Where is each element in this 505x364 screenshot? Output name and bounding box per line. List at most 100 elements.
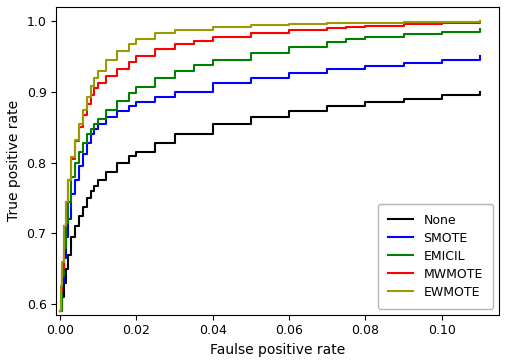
SMOTE bbox=[438, 58, 444, 62]
MWMOTE bbox=[57, 309, 63, 313]
X-axis label: Faulse positive rate: Faulse positive rate bbox=[210, 343, 344, 357]
EMICIL bbox=[68, 175, 74, 179]
EMICIL bbox=[80, 141, 86, 145]
MWMOTE bbox=[362, 24, 368, 28]
None bbox=[362, 100, 368, 105]
Line: EMICIL: EMICIL bbox=[60, 29, 479, 311]
EWMOTE bbox=[72, 138, 78, 142]
EMICIL bbox=[362, 35, 368, 40]
EMICIL bbox=[83, 132, 89, 136]
MWMOTE bbox=[65, 178, 71, 182]
MWMOTE bbox=[68, 157, 74, 161]
EMICIL bbox=[324, 40, 330, 44]
None bbox=[76, 214, 82, 218]
MWMOTE bbox=[63, 199, 69, 204]
EWMOTE bbox=[58, 284, 64, 289]
EWMOTE bbox=[83, 95, 89, 99]
EMICIL bbox=[285, 45, 291, 50]
SMOTE bbox=[209, 81, 215, 86]
EWMOTE bbox=[103, 58, 109, 62]
EWMOTE bbox=[114, 49, 120, 53]
EWMOTE bbox=[87, 84, 93, 88]
None bbox=[133, 150, 139, 154]
Line: EWMOTE: EWMOTE bbox=[60, 21, 479, 311]
EWMOTE bbox=[247, 23, 254, 28]
None bbox=[59, 295, 65, 299]
Line: SMOTE: SMOTE bbox=[60, 56, 479, 311]
SMOTE bbox=[91, 126, 97, 131]
Y-axis label: True positive rate: True positive rate bbox=[7, 100, 21, 221]
None bbox=[114, 161, 120, 165]
EMICIL bbox=[87, 126, 93, 131]
None bbox=[68, 235, 74, 239]
MWMOTE bbox=[87, 93, 93, 98]
EMICIL bbox=[125, 91, 131, 95]
SMOTE bbox=[152, 95, 158, 99]
None bbox=[83, 196, 89, 200]
None bbox=[209, 122, 215, 126]
None bbox=[285, 109, 291, 113]
EMICIL bbox=[91, 122, 97, 126]
EMICIL bbox=[133, 85, 139, 89]
EWMOTE bbox=[476, 19, 482, 23]
EMICIL bbox=[57, 309, 63, 313]
None bbox=[171, 132, 177, 136]
MWMOTE bbox=[247, 31, 254, 35]
MWMOTE bbox=[125, 60, 131, 64]
SMOTE bbox=[95, 122, 101, 126]
SMOTE bbox=[247, 75, 254, 80]
SMOTE bbox=[57, 309, 63, 313]
EWMOTE bbox=[57, 309, 63, 313]
MWMOTE bbox=[342, 25, 348, 29]
Line: MWMOTE: MWMOTE bbox=[60, 22, 479, 311]
None bbox=[61, 281, 67, 285]
MWMOTE bbox=[76, 125, 82, 130]
EMICIL bbox=[342, 37, 348, 42]
Legend: None, SMOTE, EMICIL, MWMOTE, EWMOTE: None, SMOTE, EMICIL, MWMOTE, EWMOTE bbox=[378, 203, 492, 309]
MWMOTE bbox=[171, 42, 177, 47]
SMOTE bbox=[80, 152, 86, 156]
MWMOTE bbox=[400, 22, 406, 26]
MWMOTE bbox=[133, 54, 139, 59]
MWMOTE bbox=[80, 112, 86, 117]
SMOTE bbox=[63, 235, 69, 239]
SMOTE bbox=[61, 256, 67, 260]
EWMOTE bbox=[171, 27, 177, 32]
EWMOTE bbox=[133, 37, 139, 41]
MWMOTE bbox=[91, 86, 97, 91]
SMOTE bbox=[59, 281, 65, 285]
SMOTE bbox=[114, 109, 120, 113]
MWMOTE bbox=[83, 102, 89, 106]
SMOTE bbox=[362, 63, 368, 68]
MWMOTE bbox=[61, 224, 67, 229]
MWMOTE bbox=[59, 266, 65, 271]
SMOTE bbox=[133, 100, 139, 105]
EMICIL bbox=[209, 58, 215, 62]
None bbox=[65, 253, 71, 257]
EMICIL bbox=[476, 27, 482, 31]
SMOTE bbox=[125, 104, 131, 108]
SMOTE bbox=[103, 115, 109, 119]
SMOTE bbox=[87, 132, 93, 136]
SMOTE bbox=[65, 217, 71, 221]
EMICIL bbox=[152, 75, 158, 80]
SMOTE bbox=[68, 192, 74, 197]
EWMOTE bbox=[91, 75, 97, 80]
EMICIL bbox=[400, 32, 406, 36]
None bbox=[63, 266, 69, 271]
SMOTE bbox=[76, 164, 82, 169]
EWMOTE bbox=[63, 199, 69, 204]
MWMOTE bbox=[103, 74, 109, 79]
EMICIL bbox=[95, 116, 101, 121]
MWMOTE bbox=[72, 139, 78, 143]
None bbox=[125, 153, 131, 158]
SMOTE bbox=[171, 90, 177, 94]
EMICIL bbox=[65, 199, 71, 204]
EWMOTE bbox=[285, 22, 291, 26]
None bbox=[57, 309, 63, 313]
EWMOTE bbox=[61, 224, 67, 229]
MWMOTE bbox=[285, 28, 291, 32]
EMICIL bbox=[247, 51, 254, 55]
EWMOTE bbox=[152, 31, 158, 35]
MWMOTE bbox=[95, 81, 101, 86]
